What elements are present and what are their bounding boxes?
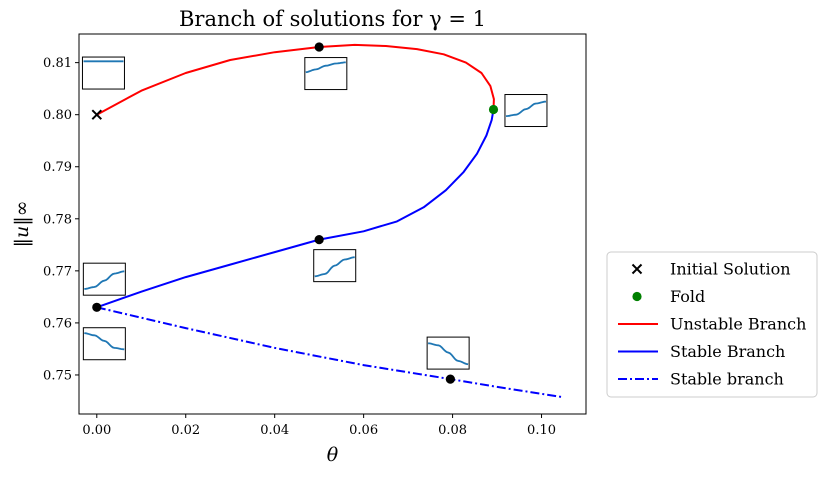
y-tick-label: 0.80 xyxy=(43,108,72,123)
initial-solution-marker xyxy=(91,109,102,120)
x-tick-label: 0.06 xyxy=(349,423,378,438)
legend: Initial Solution Fold Unstable Branch Stabl… xyxy=(606,251,818,398)
legend-entry: Stable branch xyxy=(618,370,784,389)
inset-plot-4 xyxy=(82,262,126,296)
x-tick-label: 0.10 xyxy=(527,423,556,438)
inset-curve xyxy=(428,342,469,366)
inset-plot-2 xyxy=(304,57,348,91)
inset-curve xyxy=(84,332,125,351)
x-tick-label: 0.00 xyxy=(82,423,111,438)
y-tick-label: 0.78 xyxy=(43,212,72,227)
inset-frame xyxy=(82,327,126,361)
solution-point-4 xyxy=(92,302,102,312)
series-line-2 xyxy=(96,109,495,309)
legend-box xyxy=(606,251,818,398)
y-tick-label: 0.75 xyxy=(43,368,72,383)
legend-entry: Initial Solution xyxy=(631,260,791,279)
y-tick-label: 0.77 xyxy=(43,264,72,279)
inset-plot-7 xyxy=(426,336,470,370)
y-tick-label: 0.81 xyxy=(43,56,72,71)
legend-label: Stable Branch xyxy=(670,342,785,361)
axes: 0.00 0.02 0.04 0.06 0.08 0.10 0.75 0.76 0.77 0.78… xyxy=(43,33,587,438)
legend-label: Initial Solution xyxy=(670,260,791,279)
marker-stroke-b xyxy=(91,109,102,120)
legend-label: Stable branch xyxy=(670,370,784,389)
fold-marker xyxy=(488,104,499,115)
y-tick-label: 0.76 xyxy=(43,316,72,331)
inset-frame xyxy=(504,94,548,128)
chart-title: Branch of solutions for γ = 1 xyxy=(179,7,486,31)
x-tick-label: 0.02 xyxy=(171,423,200,438)
inset-plot-3 xyxy=(504,94,548,128)
series-line-1 xyxy=(96,43,495,116)
series-line-3 xyxy=(96,306,564,399)
inset-curve xyxy=(505,100,547,117)
legend-circle-marker xyxy=(632,291,642,302)
inset-curve xyxy=(314,256,355,278)
inset-frame xyxy=(81,56,125,90)
x-tick-label: 0.08 xyxy=(438,423,467,438)
legend-entry: Fold xyxy=(632,287,705,306)
legend-x-marker xyxy=(631,263,643,275)
inset-frame xyxy=(82,262,126,296)
inset-curve xyxy=(84,270,125,290)
x-axis-label: θ xyxy=(327,444,339,466)
plot-area xyxy=(81,42,564,399)
legend-entry: Unstable Branch xyxy=(618,315,806,334)
inset-plot-1 xyxy=(81,56,125,90)
inset-curve xyxy=(305,61,346,74)
y-tick-label: 0.79 xyxy=(43,160,72,175)
legend-label: Fold xyxy=(670,287,705,306)
axes-frame xyxy=(78,33,587,415)
inset-plot-5 xyxy=(313,249,357,283)
inset-plot-6 xyxy=(82,327,126,361)
solution-point-3 xyxy=(314,235,324,245)
legend-label: Unstable Branch xyxy=(670,315,806,334)
x-tick-label: 0.04 xyxy=(260,423,289,438)
y-axis-label: ‖u‖∞ xyxy=(11,200,33,247)
solution-point-2 xyxy=(314,42,324,52)
legend-entry: Stable Branch xyxy=(618,342,785,361)
inset-frame xyxy=(313,249,357,283)
solution-point-5 xyxy=(445,374,455,384)
